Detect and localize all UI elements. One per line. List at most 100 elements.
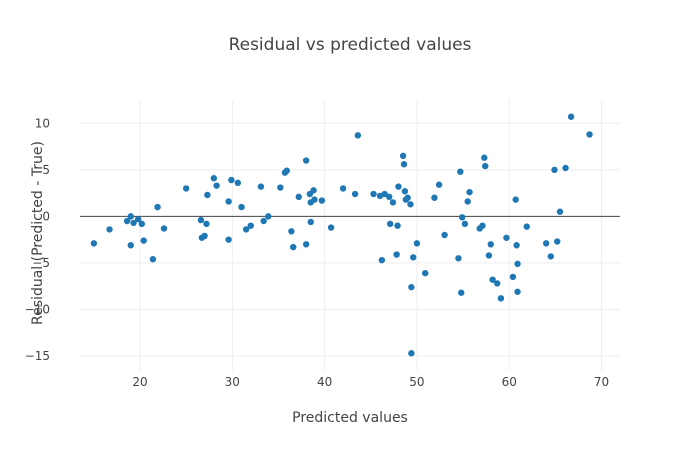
data-point [351,190,359,198]
data-point [138,220,146,228]
data-point [134,215,142,223]
data-point [586,131,593,138]
chart-title: Residual vs predicted values [229,35,472,55]
y-axis-title: Residual (Predicted - True) [30,141,46,325]
data-point [457,168,464,175]
data-point [401,188,409,195]
data-point [513,242,520,249]
y-tick-label: −10 [25,302,50,316]
data-point [512,196,519,203]
data-point [288,228,295,235]
data-point [149,256,157,263]
x-axis-title: Predicted values [292,410,408,426]
data-point [404,194,411,201]
data-point [556,208,564,215]
x-tick-label: 50 [409,375,424,389]
data-point [127,242,134,249]
data-point [160,225,168,232]
y-tick-label: 5 [42,163,50,177]
data-point [90,240,98,247]
data-point [562,164,569,172]
data-point [408,350,415,357]
data-point [400,161,408,168]
data-point [197,216,205,224]
y-tick-label: 0 [42,209,50,223]
data-point [455,255,462,262]
data-point [441,231,448,239]
data-point [547,253,554,260]
data-point [247,222,254,229]
data-point [339,185,347,192]
data-point [354,132,362,139]
data-point [567,113,575,120]
data-point [481,154,488,161]
data-point [302,241,310,248]
data-point [228,176,235,184]
data-point [431,194,438,201]
y-tick-label: −5 [32,256,50,270]
x-tick-label: 40 [317,375,332,389]
data-point [238,203,245,211]
data-point [127,213,134,220]
data-point [395,183,402,190]
data-point [302,157,310,164]
data-point [394,222,401,229]
data-point [497,295,505,302]
y-tick-label: −15 [25,349,50,363]
data-point [399,152,407,160]
data-point [514,288,521,295]
data-point [389,199,397,206]
data-point [509,273,517,281]
data-point [479,222,486,229]
data-point [140,237,147,244]
data-point [413,240,421,247]
y-tick-labels: −15 −10 −5 0 5 10 [25,116,50,363]
data-point [466,188,473,196]
data-point [503,234,510,241]
data-point [410,254,417,261]
data-point [386,193,393,201]
data-point [318,197,326,204]
data-point [523,223,530,230]
data-point [225,198,232,205]
data-point [311,196,318,203]
data-point [464,198,471,205]
data-point [310,187,317,194]
x-tick-label: 30 [225,375,240,389]
data-point [408,283,415,291]
data-point [182,185,190,192]
data-point [487,241,494,248]
data-point [514,260,521,268]
data-point [327,224,335,231]
x-tick-labels: 20 30 40 50 60 70 [132,375,609,389]
data-point [204,191,211,199]
x-tick-label: 20 [132,375,147,389]
y-tick-label: 10 [35,116,50,130]
data-point [435,181,443,188]
data-point [203,220,210,228]
data-point [386,220,394,228]
data-point [381,190,388,198]
data-point [213,182,220,189]
data-point [458,214,466,221]
data-point [210,175,218,182]
data-point [106,226,113,233]
data-point [370,190,377,198]
data-point [201,232,208,240]
data-point [290,243,297,251]
data-point [458,289,465,296]
data-point [225,236,232,243]
data-point [307,218,314,226]
data-point [407,201,414,208]
data-point [260,217,267,225]
data-point [494,280,501,287]
grid-lines [80,100,620,370]
data-point [554,238,561,245]
data-point [542,240,550,247]
data-points [90,113,593,357]
data-point [242,226,250,233]
data-point [295,193,302,201]
x-tick-label: 70 [594,375,609,389]
